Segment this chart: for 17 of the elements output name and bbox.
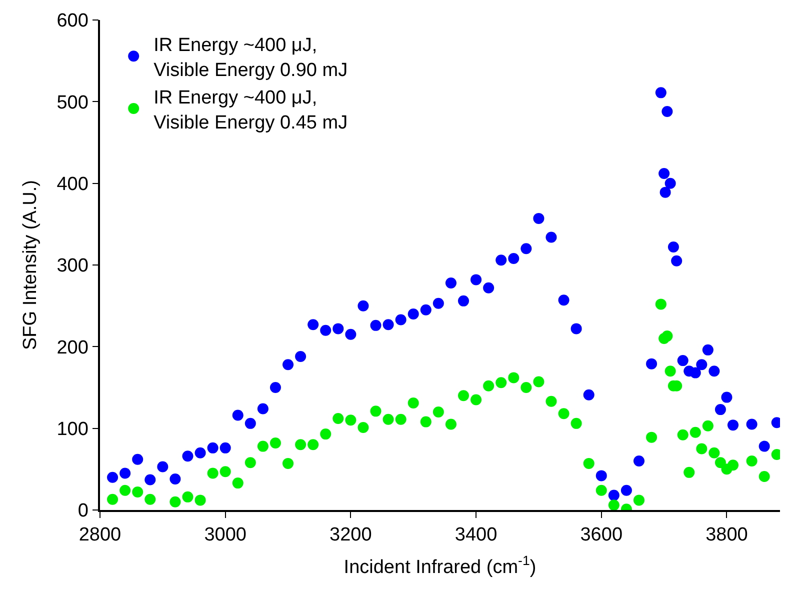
y-tick-label: 0 [78,500,88,522]
y-tick-label: 500 [56,92,88,114]
x-tick-label: 3000 [204,524,246,546]
x-tick-label: 3400 [454,524,498,546]
y-tick-label: 300 [56,256,88,277]
legend-label: IR Energy ~400 μJ, Visible Energy 0.45 mJ [154,88,348,134]
y-axis-title: SFG Intensity (A.U.) [20,180,42,350]
y-tick-label: 400 [56,174,88,195]
x-tick-label: 3200 [330,524,372,546]
x-tick-label: 3800 [706,524,748,546]
y-tick-label: 100 [56,418,88,440]
x-tick-label: 2800 [78,524,122,546]
legend-label: IR Energy ~400 μJ, Visible Energy 0.90 mJ [154,35,348,81]
x-axis-title: Incident Infrared (cm$^{-1}$) [344,552,536,578]
y-tick-label: 600 [56,10,88,32]
y-tick-label: 200 [56,337,88,358]
x-tick-label: 3600 [580,524,623,546]
